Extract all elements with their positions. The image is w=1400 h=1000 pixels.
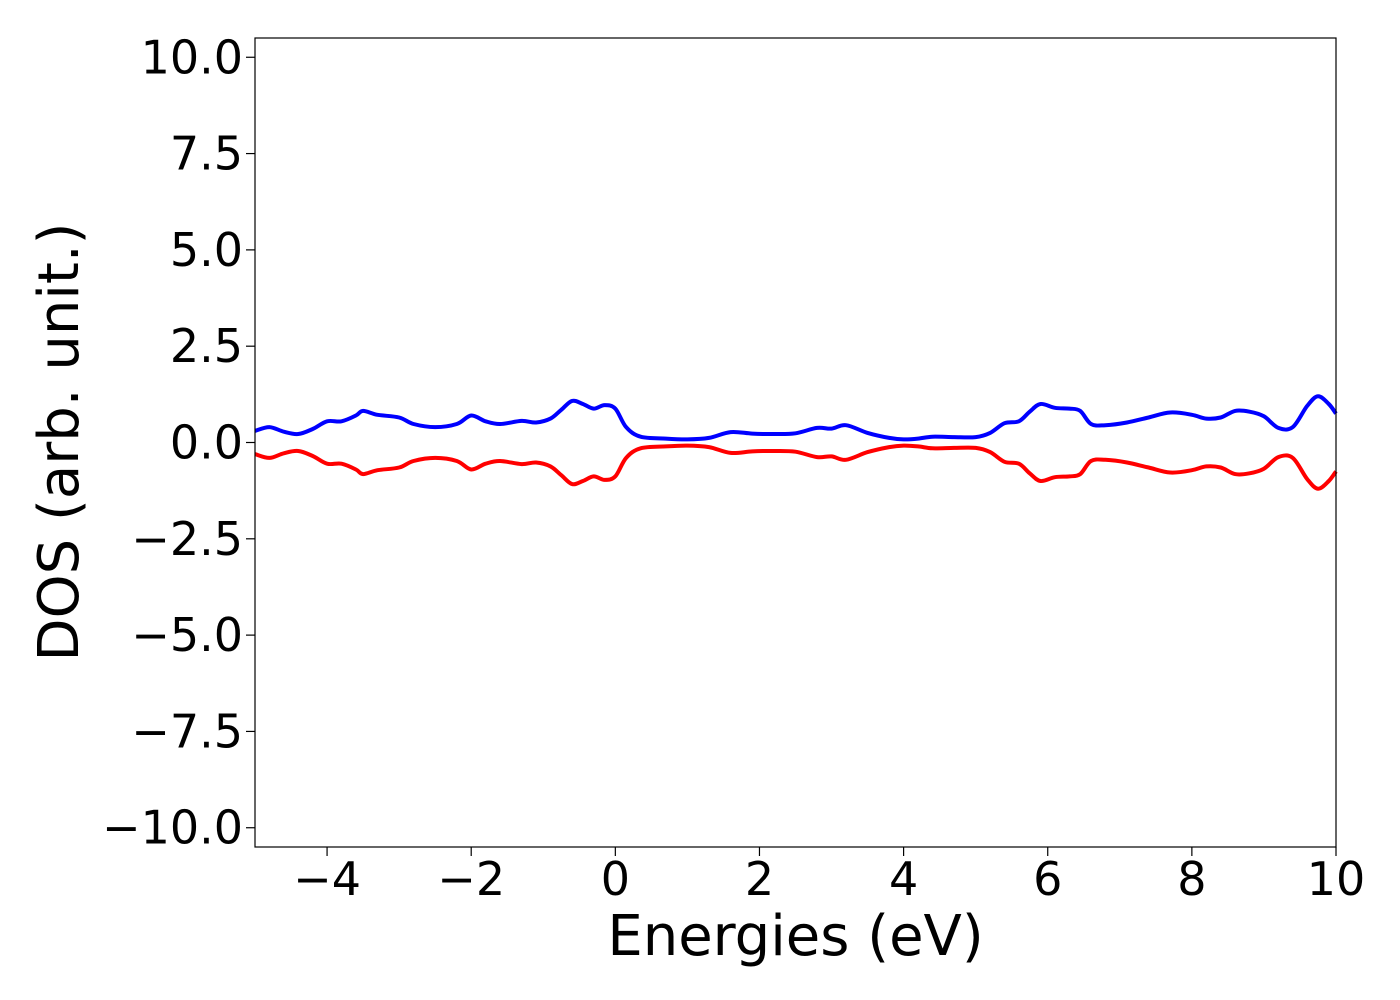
y-tick-label: −5.0 <box>131 608 243 662</box>
x-axis-label: Energies (eV) <box>607 904 983 969</box>
y-axis-ticks: 10.0 7.5 5.0 2.5 0.0 −2.5 −5.0 −7.5 −10.0 <box>102 30 255 855</box>
x-tick-label: 4 <box>889 852 918 906</box>
x-tick-label: 8 <box>1177 852 1206 906</box>
x-tick-label: 6 <box>1033 852 1062 906</box>
y-tick-label: 10.0 <box>141 30 243 84</box>
x-axis-ticks: −4 −2 0 2 4 6 8 10 <box>293 847 1365 906</box>
plot-frame <box>254 37 1337 848</box>
y-tick-label: 0.0 <box>170 416 243 470</box>
y-tick-label: 5.0 <box>170 223 243 277</box>
plot-series <box>254 394 1338 491</box>
series-line-1 <box>254 394 1338 442</box>
y-tick-label: −10.0 <box>102 801 243 855</box>
y-tick-label: −7.5 <box>131 704 243 758</box>
x-tick-label: −4 <box>293 852 361 906</box>
x-tick-label: 0 <box>601 852 630 906</box>
y-axis-label: DOS (arb. unit.) <box>27 222 92 661</box>
x-tick-label: −2 <box>437 852 505 906</box>
y-tick-label: 2.5 <box>170 319 243 373</box>
series-line-2 <box>254 443 1338 491</box>
x-tick-label: 2 <box>745 852 774 906</box>
y-tick-label: 7.5 <box>170 127 243 181</box>
x-tick-label: 10 <box>1307 852 1366 906</box>
y-tick-label: −2.5 <box>131 512 243 566</box>
